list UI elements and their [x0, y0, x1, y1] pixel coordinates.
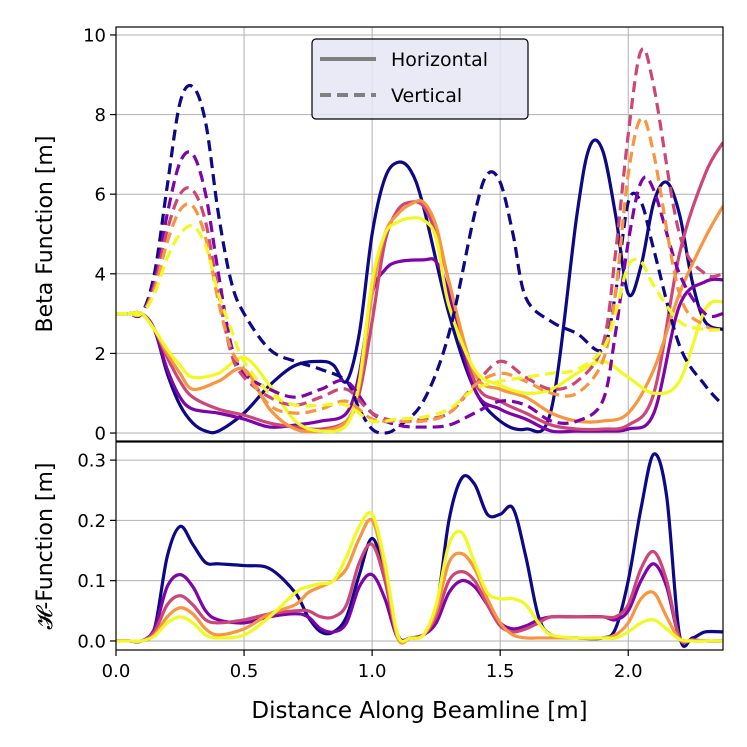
y-tick-label: 8	[95, 105, 106, 126]
series-line-horizontal-5	[116, 216, 723, 434]
series-line-horizontal-2	[116, 257, 723, 434]
series-line-horizontal-4	[116, 199, 723, 434]
y-tick-label: 0	[95, 424, 106, 445]
x-tick-label: 2.0	[614, 661, 643, 682]
y-tick-label: 0.3	[77, 451, 106, 472]
top-panel: 0 2 4 6 8 10 Beta Function [m] Horizontal Ver…	[33, 25, 724, 445]
x-tick-label: 1.0	[358, 661, 387, 682]
legend: Horizontal Vertical	[311, 38, 529, 120]
x-ticks: 0.0 0.5 1.0 1.5 2.0	[102, 650, 643, 682]
top-panel-frame	[115, 26, 724, 442]
y-tick-label: 2	[95, 344, 106, 365]
x-tick-label: 0.0	[102, 661, 131, 682]
bottom-panel-frame	[115, 441, 724, 651]
y-tick-label: 0.0	[77, 631, 106, 652]
y-tick-label: 6	[95, 185, 106, 206]
top-panel-y-ticks: 0 2 4 6 8 10	[83, 25, 116, 445]
top-y-axis-label: Beta Function [m]	[33, 136, 58, 333]
y-tick-label: 0.2	[77, 511, 106, 532]
series-line-horizontal-3	[116, 141, 723, 432]
legend-label-horizontal: Horizontal	[391, 49, 488, 71]
top-panel-series	[116, 47, 723, 435]
bottom-panel: 0.0 0.1 0.2 0.3 0.0 0.5 1.0 1.5 2.0 𝓗-Function …	[33, 441, 724, 724]
series-line-vertical-4	[116, 116, 723, 424]
bottom-panel-series	[116, 452, 723, 648]
series-line-vertical-3	[116, 47, 723, 423]
legend-label-vertical: Vertical	[391, 85, 462, 107]
x-tick-label: 1.5	[486, 661, 515, 682]
series-line-h-5	[116, 511, 723, 643]
bottom-panel-y-ticks: 0.0 0.1 0.2 0.3	[77, 451, 116, 652]
y-tick-label: 4	[95, 264, 106, 285]
bottom-y-axis-label: 𝓗-Function [m]	[33, 463, 58, 630]
series-line-horizontal-1	[116, 138, 723, 435]
y-tick-label: 0.1	[77, 571, 106, 592]
x-axis-label: Distance Along Beamline [m]	[251, 698, 587, 724]
x-tick-label: 0.5	[230, 661, 259, 682]
y-tick-label: 10	[83, 25, 106, 46]
